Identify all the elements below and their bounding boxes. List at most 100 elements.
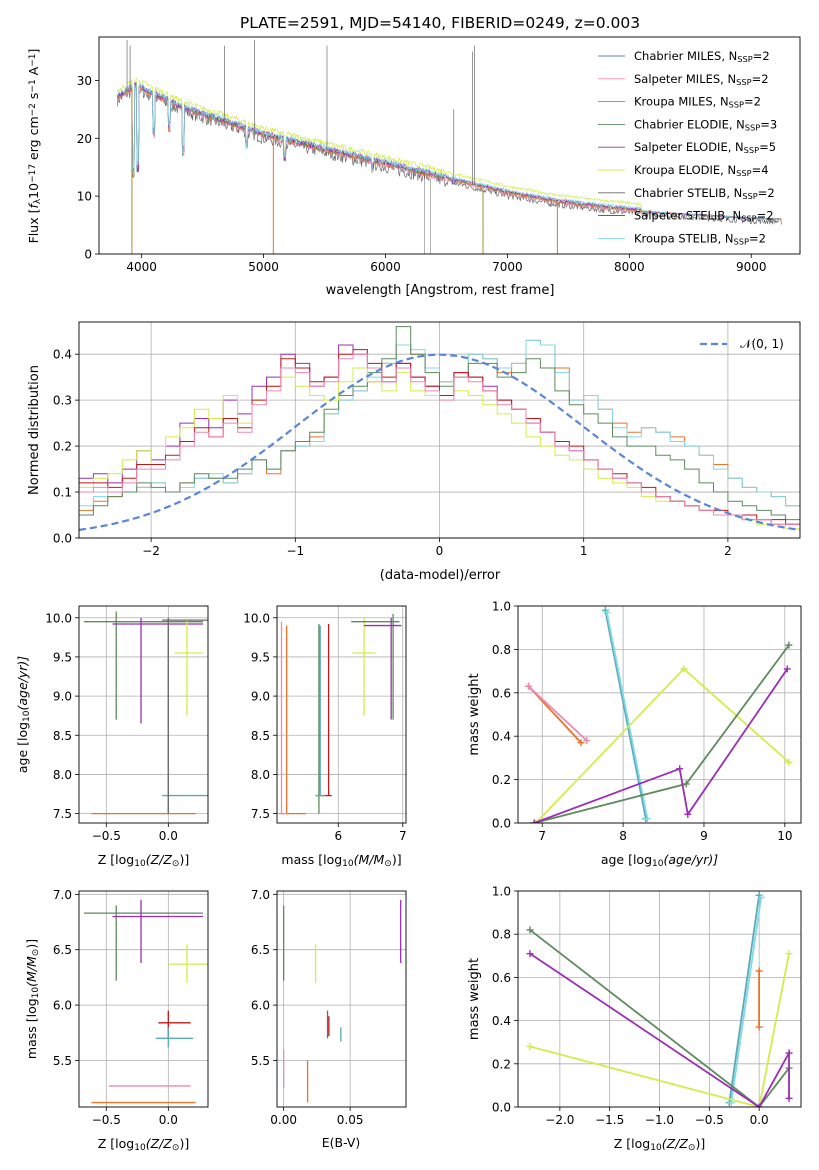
y-tick-label: 0.8 xyxy=(492,643,511,657)
x-tick-label: 9 xyxy=(700,829,708,843)
y-axis-label: Flux [fλ10−17 erg cm−2 s−1 A−1] xyxy=(26,49,43,244)
legend: 𝒩(0, 1) xyxy=(700,337,784,351)
y-tick-label: 20 xyxy=(77,132,92,146)
y-tick-label: 9.5 xyxy=(53,650,72,664)
y-tick-label: 0.6 xyxy=(492,686,511,700)
axes-residuals: −2 −1 0 1 2 0.0 0.1 0.2 0.3 0.4 𝒩(0, 1) (data-model… xyxy=(27,321,801,583)
plot-area xyxy=(282,899,402,1103)
x-axis-label: Z [log10(Z/Z⊙)] xyxy=(98,1136,189,1153)
axes-mass_vs_Z: −0.5 0.0 5.5 6.0 6.5 7.0 Z [log10(Z/Z⊙)] mass [… xyxy=(24,888,209,1153)
y-tick-label: 6.5 xyxy=(251,943,270,957)
axis-frame: −0.5 0.0 7.5 8.0 8.5 9.0 9.5 10.0 xyxy=(45,605,209,843)
x-tick-label: 9000 xyxy=(736,260,767,274)
x-axis-label: wavelength [Angstrom, rest frame] xyxy=(326,283,555,298)
x-axis-label: mass [log10(M/M⊙)] xyxy=(281,852,401,869)
x-tick-label: 7 xyxy=(538,829,546,843)
x-tick-label: −1.0 xyxy=(645,1113,674,1127)
axis-spine xyxy=(78,890,209,1108)
y-tick-label: 8.0 xyxy=(53,768,72,782)
plot-area xyxy=(525,606,793,823)
axis-spine xyxy=(517,890,802,1108)
plot-area xyxy=(79,326,800,538)
x-tick-label: 5000 xyxy=(248,260,279,274)
weight-line xyxy=(606,612,649,819)
y-tick-label: 6.0 xyxy=(53,999,72,1013)
y-tick-label: 6.0 xyxy=(251,999,270,1013)
y-axis-label: mass [log10(M/M⊙)] xyxy=(24,939,41,1059)
y-tick-label: 0.8 xyxy=(492,928,511,942)
legend-entry: Salpeter STELIB, NSSP=2 xyxy=(634,209,774,224)
x-tick-label: −2.0 xyxy=(545,1113,574,1127)
plot-area xyxy=(278,613,402,815)
plot-area xyxy=(83,611,208,815)
x-tick-label: 0 xyxy=(436,544,444,558)
y-tick-label: 10.0 xyxy=(45,611,72,625)
y-tick-label: 8.0 xyxy=(251,768,270,782)
y-tick-label: 10.0 xyxy=(243,611,270,625)
y-axis-label: Normed distribution xyxy=(27,365,42,495)
x-axis-label: Z [log10(Z/Z⊙)] xyxy=(98,852,189,869)
normal-curve xyxy=(79,353,800,531)
x-tick-label: 6000 xyxy=(370,260,401,274)
histogram-series xyxy=(79,326,800,538)
x-tick-label: 4000 xyxy=(126,260,157,274)
axis-spine xyxy=(517,605,802,824)
axis-spine xyxy=(276,605,407,824)
y-tick-label: 0.3 xyxy=(53,394,72,408)
spectrum-line xyxy=(117,83,782,220)
x-tick-label: 0.00 xyxy=(270,1113,297,1127)
axis-frame: −2.0 −1.5 −1.0 −0.5 0.0 0.0 0.2 0.4 0.6 0.8 1.0 xyxy=(492,885,802,1127)
y-tick-label: 0.0 xyxy=(53,532,72,546)
weight-line xyxy=(730,897,762,1103)
y-tick-label: 5.5 xyxy=(251,1054,270,1068)
x-axis-label: age [log10(age/yr)] xyxy=(601,852,718,869)
x-tick-label: −0.5 xyxy=(92,829,121,843)
y-tick-label: 0.0 xyxy=(492,817,511,831)
x-tick-label: 6 xyxy=(334,829,342,843)
y-tick-label: 1.0 xyxy=(492,885,511,899)
y-tick-label: 0.4 xyxy=(492,1014,511,1028)
axis-spine xyxy=(98,36,801,255)
plots: 4000 5000 6000 7000 8000 90000102030wavelengt… xyxy=(15,36,802,1153)
legend-entry: Chabrier STELIB, NSSP=2 xyxy=(634,186,775,201)
legend-entry: Salpeter MILES, NSSP=2 xyxy=(634,72,769,87)
y-tick-label: 7.5 xyxy=(251,807,270,821)
histogram-series xyxy=(79,367,800,538)
x-tick-label: 0.0 xyxy=(750,1113,769,1127)
axes-mass_weight_vs_age: 7 8 9 10 0.0 0.2 0.4 0.6 0.8 1.0 age [log10(age/yr… xyxy=(467,600,802,869)
x-tick-label: 8 xyxy=(619,829,627,843)
weight-line xyxy=(527,685,588,742)
weight-line xyxy=(529,953,790,1107)
x-tick-label: −2 xyxy=(142,544,160,558)
y-tick-label: 0.4 xyxy=(492,730,511,744)
x-tick-label: 8000 xyxy=(614,260,645,274)
y-axis-label: mass weight xyxy=(467,958,482,1040)
y-tick-label: 9.5 xyxy=(251,650,270,664)
x-tick-label: −1 xyxy=(286,544,304,558)
y-tick-label: 6.5 xyxy=(53,943,72,957)
y-tick-label: 8.5 xyxy=(251,729,270,743)
axes-mass_weight_vs_Z: −2.0 −1.5 −1.0 −0.5 0.0 0.0 0.2 0.4 0.6 0.8 1.0 Z [… xyxy=(467,885,802,1153)
weight-line xyxy=(527,685,582,744)
x-tick-label: 1 xyxy=(580,544,588,558)
axes-age_vs_mass: 6 7 7.5 8.0 8.5 9.0 9.5 10.0 mass [log10(M/M⊙)] xyxy=(243,605,407,869)
weight-line xyxy=(728,895,760,1103)
x-tick-label: −0.5 xyxy=(695,1113,724,1127)
weight-line xyxy=(529,929,790,1107)
y-tick-label: 7.5 xyxy=(53,807,72,821)
x-axis-label: E(B-V) xyxy=(322,1135,361,1150)
y-tick-label: 7.0 xyxy=(53,888,72,902)
axis-frame: 7 8 9 10 0.0 0.2 0.4 0.6 0.8 1.0 xyxy=(492,600,802,843)
y-tick-label: 0.2 xyxy=(53,440,72,454)
y-tick-label: 8.5 xyxy=(53,729,72,743)
axis-frame: −2 −1 0 1 2 0.0 0.1 0.2 0.3 0.4 xyxy=(53,321,801,558)
x-axis-label: (data-model)/error xyxy=(380,568,501,583)
x-tick-label: 0.0 xyxy=(159,1113,178,1127)
y-tick-label: 0.4 xyxy=(53,348,72,362)
x-tick-label: −0.5 xyxy=(92,1113,121,1127)
y-tick-label: 10 xyxy=(77,190,92,204)
legend-entry: Chabrier ELODIE, NSSP=3 xyxy=(634,117,777,132)
y-tick-label: 0.0 xyxy=(492,1101,511,1115)
axis-frame: −0.5 0.0 5.5 6.0 6.5 7.0 xyxy=(53,888,209,1127)
